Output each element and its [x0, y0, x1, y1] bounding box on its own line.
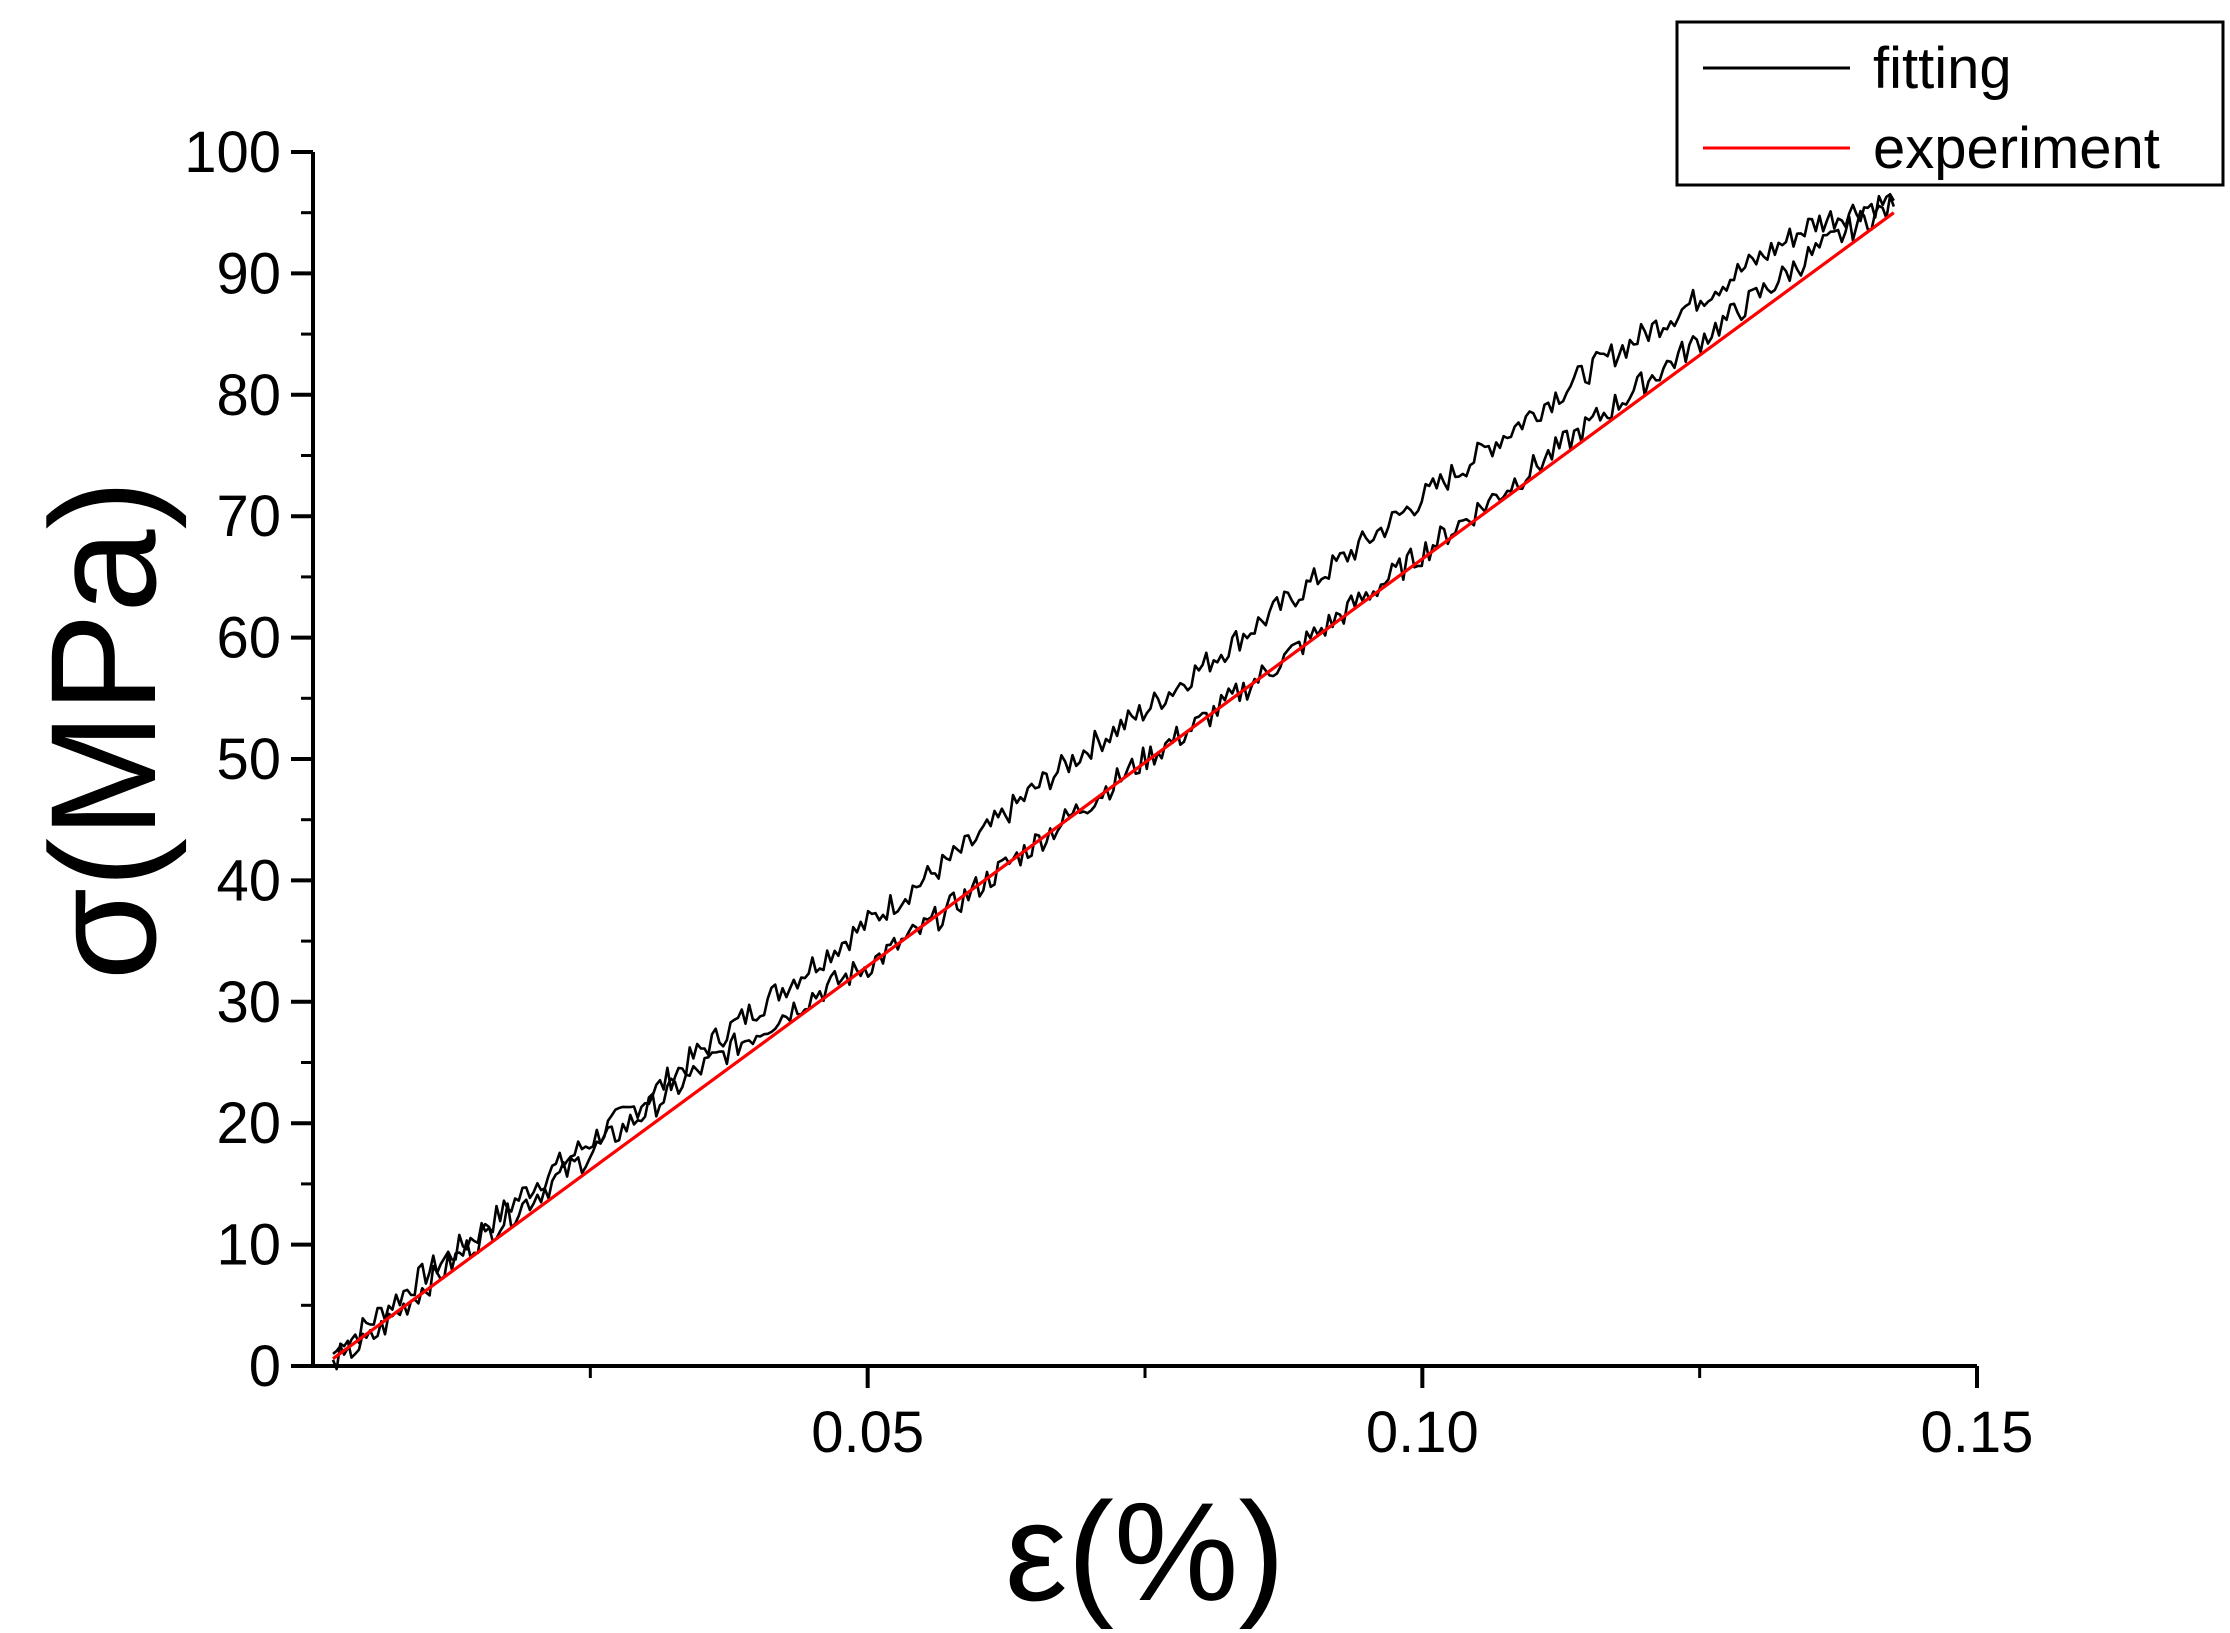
legend-box [1675, 20, 2225, 187]
y-tick-label: 70 [216, 484, 281, 549]
legend-label: fitting [1873, 36, 2012, 101]
y-tick-label: 100 [184, 120, 281, 185]
series-layer [331, 193, 1896, 1371]
y-tick-label: 60 [216, 606, 281, 671]
legend: fitting experiment [1675, 20, 2225, 187]
y-tick-label: 20 [216, 1091, 281, 1156]
y-tick-label: 50 [216, 727, 281, 792]
x-axis-title: ε(%) [1005, 1473, 1285, 1630]
y-tick-label: 10 [216, 1213, 281, 1278]
x-tick-label: 0.15 [1921, 1400, 2034, 1465]
y-tick-label: 30 [216, 970, 281, 1035]
y-tick-label: 40 [216, 848, 281, 913]
y-tick-label: 90 [216, 241, 281, 306]
series-line-0 [332, 193, 1895, 1356]
ticks-layer: 0 10 20 30 40 50 60 70 80 90 100 0.05 0.10 0.15 [184, 120, 2033, 1465]
series-line-2 [332, 211, 1895, 1360]
legend-label: experiment [1873, 116, 2160, 181]
y-tick-label: 0 [249, 1334, 281, 1399]
x-tick-label: 0.10 [1366, 1400, 1479, 1465]
y-tick-label: 80 [216, 363, 281, 428]
y-axis-title: σ(MPa) [19, 480, 187, 981]
series-line-1 [331, 194, 1896, 1371]
x-tick-label: 0.05 [811, 1400, 924, 1465]
